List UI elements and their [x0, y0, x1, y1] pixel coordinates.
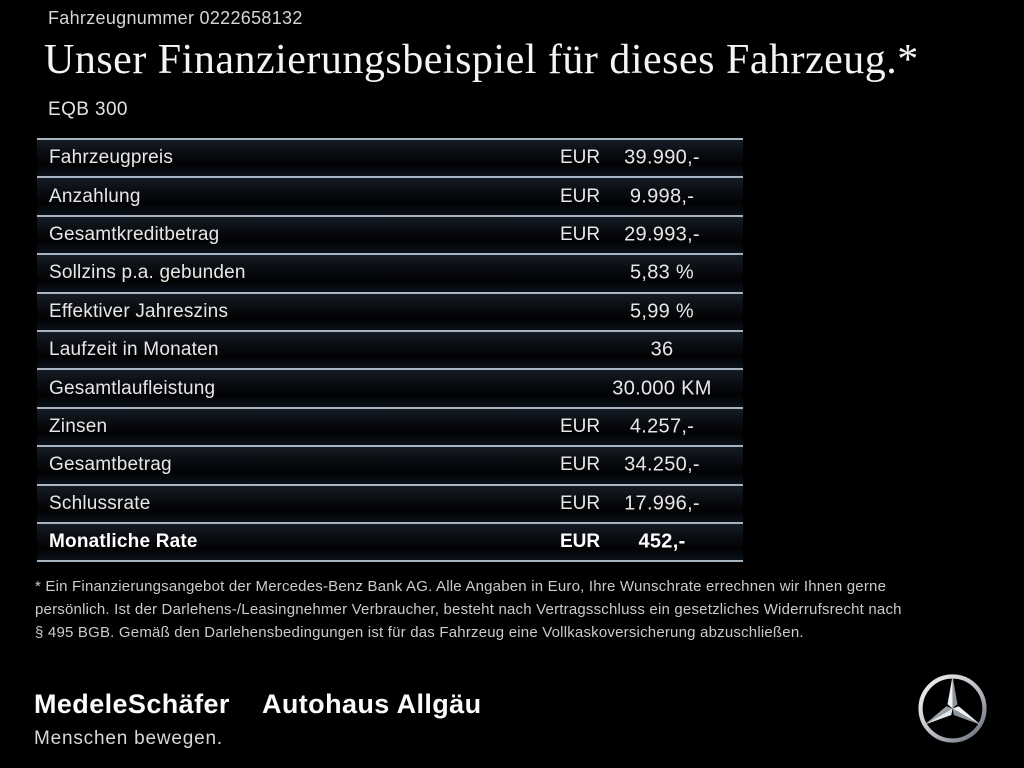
vehicle-number-label: Fahrzeugnummer 0222658132 [48, 8, 303, 28]
row-value: 34.250,- [624, 453, 700, 476]
table-row: Zinsen EUR 4.257,- [37, 408, 743, 448]
dealer-logo-medele-schaefer: MedeleSchäfer [34, 689, 230, 719]
row-currency-label: EUR [560, 223, 601, 245]
footnote-line: § 495 BGB. Gemäß den Darlehensbedingunge… [35, 624, 804, 641]
table-row: Gesamtkreditbetrag EUR 29.993,- [37, 216, 743, 256]
page-title: Unser Finanzierungsbeispiel für dieses F… [44, 37, 919, 83]
row-value: 9.998,- [629, 185, 695, 208]
mercedes-star-icon [918, 674, 987, 743]
row-value: 39.990,- [624, 146, 700, 169]
table-row: Gesamtbetrag EUR 34.250,- [37, 447, 743, 486]
row-label: Gesamtlaufleistung [49, 377, 216, 399]
row-currency-label: EUR [560, 531, 601, 553]
row-label: Sollzins p.a. gebunden [49, 262, 246, 284]
row-currency-label: EUR [560, 454, 601, 476]
row-currency-label: EUR [560, 185, 601, 207]
row-value: 4.257,- [629, 415, 695, 438]
row-value: 5,99 % [629, 300, 695, 323]
row-label: Effektiver Jahreszins [49, 300, 229, 322]
row-label: Gesamtbetrag [49, 454, 172, 476]
row-label: Laufzeit in Monaten [49, 339, 219, 361]
table-row: Gesamtlaufleistung 30.000 KM [37, 370, 743, 409]
footnote-line: persönlich. Ist der Darlehens-/Leasingne… [35, 601, 902, 618]
finance-table: Fahrzeugpreis EUR 39.990,- Anzahlung EUR… [37, 138, 743, 563]
row-value: 36 [650, 338, 674, 361]
table-row: Monatliche Rate EUR 452,- [37, 523, 743, 563]
table-row: Effektiver Jahreszins 5,99 % [37, 293, 743, 332]
row-value: 30.000 KM [612, 377, 712, 400]
row-label: Fahrzeugpreis [49, 147, 174, 169]
row-label: Gesamtkreditbetrag [49, 223, 220, 245]
table-row: Sollzins p.a. gebunden 5,83 % [37, 255, 743, 294]
footnote-text: * Ein Finanzierungsangebot der Mercedes-… [35, 575, 902, 644]
row-label: Anzahlung [49, 185, 141, 207]
row-label: Monatliche Rate [49, 531, 198, 553]
row-currency-label: EUR [560, 415, 601, 437]
row-label: Zinsen [49, 415, 108, 437]
row-label: Schlussrate [49, 492, 151, 514]
table-row: Laufzeit in Monaten 36 [37, 331, 743, 371]
footnote-line: * Ein Finanzierungsangebot der Mercedes-… [35, 578, 887, 595]
row-currency-label: EUR [560, 147, 601, 169]
row-value: 29.993,- [624, 223, 700, 246]
row-value: 5,83 % [629, 261, 695, 284]
table-row: Schlussrate EUR 17.996,- [37, 485, 743, 524]
vehicle-model-label: EQB 300 [48, 99, 128, 120]
row-currency-label: EUR [560, 492, 601, 514]
row-value: 452,- [638, 530, 686, 553]
dealer-tagline: Menschen bewegen. [34, 728, 223, 749]
row-value: 17.996,- [624, 492, 700, 515]
dealer-logo-autohaus-allgaeu: Autohaus Allgäu [262, 689, 482, 719]
table-row: Anzahlung EUR 9.998,- [37, 178, 743, 217]
table-row: Fahrzeugpreis EUR 39.990,- [37, 140, 743, 179]
